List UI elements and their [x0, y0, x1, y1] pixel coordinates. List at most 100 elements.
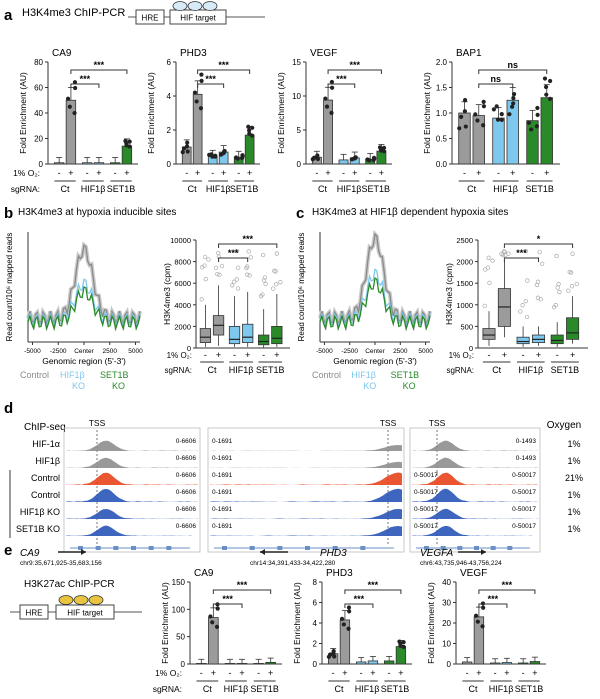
x-tick-label: 2500 [103, 348, 118, 355]
data-point [475, 619, 480, 624]
hre-box [135, 9, 165, 25]
significance-label: ns [508, 60, 519, 70]
o2-sign: + [211, 668, 216, 678]
data-point [127, 144, 132, 149]
data-point [199, 72, 204, 77]
outlier-point [556, 281, 561, 287]
significance-label: ns [491, 74, 502, 84]
data-point [494, 104, 499, 109]
bar [492, 117, 505, 165]
outlier-point [557, 289, 562, 295]
outlier-point [246, 249, 251, 254]
data-point [499, 117, 504, 123]
significance-bracket [344, 589, 402, 594]
outlier-point [523, 298, 528, 304]
o2-sign: + [370, 668, 375, 678]
outlier-point [534, 282, 540, 288]
outlier-point [506, 251, 511, 256]
data-point [215, 606, 220, 611]
outlier-point [231, 279, 237, 284]
y-tick-label: 2 [313, 640, 318, 649]
gene-exon [95, 546, 101, 550]
o2-sign: - [204, 350, 207, 360]
oxygen-value: 1% [567, 507, 580, 517]
gene-exon [507, 546, 513, 550]
box [242, 323, 254, 343]
significance-label: *** [336, 74, 347, 84]
data-point [329, 79, 335, 85]
chart-title: CA9 [194, 568, 214, 579]
control-trace [26, 241, 142, 333]
y-tick-label: 1500 [456, 279, 473, 288]
outlier-point [482, 303, 487, 309]
data-point [535, 112, 540, 117]
outlier-point [540, 261, 545, 266]
signal-track [66, 525, 198, 536]
significance-bracket [478, 83, 514, 88]
outlier-point [199, 297, 204, 302]
data-point [214, 624, 220, 629]
o2-sign: + [325, 168, 330, 178]
significance-bracket [70, 69, 128, 74]
o2-sign: - [58, 168, 61, 178]
tss-label: TSS [380, 418, 397, 428]
oxygen-label: Oxygen [547, 420, 581, 431]
data-point [511, 101, 516, 106]
y-tick-label: 0 [181, 660, 186, 669]
hif-target-box [55, 604, 115, 620]
o2-sign: - [531, 168, 534, 178]
gene-exon [277, 546, 283, 550]
hre-label: HRE [142, 14, 159, 23]
outlier-point [234, 248, 240, 254]
legend-label: KO [363, 381, 376, 391]
outlier-point [219, 263, 225, 269]
significance-label: *** [222, 594, 233, 604]
hre-box [19, 604, 49, 620]
y-tick-label: 0 [39, 160, 44, 169]
outlier-point [215, 271, 220, 277]
data-point [473, 613, 479, 618]
outlier-point [274, 251, 279, 256]
data-point [534, 124, 540, 129]
outlier-point [523, 248, 528, 254]
signal-track [412, 508, 538, 519]
track-label: HIF1β KO [20, 507, 60, 517]
panel-a-letter: a [4, 7, 13, 24]
y-tick-label: 0.5 [436, 135, 448, 144]
signal-track [66, 509, 198, 519]
significance-label: *** [228, 248, 239, 258]
legend-label: SET1B [391, 370, 420, 380]
data-point [328, 652, 333, 657]
signal-track [210, 445, 402, 451]
x-tick-label: Center [74, 348, 94, 355]
y-tick-label: 0 [469, 344, 473, 353]
outlier-point [554, 253, 559, 259]
gene-exon [424, 546, 429, 550]
data-point [233, 155, 239, 160]
data-point [208, 614, 213, 619]
outlier-point [574, 281, 579, 287]
significance-bracket [70, 83, 100, 88]
data-point [544, 92, 549, 97]
o2-sign: - [522, 350, 525, 360]
group-label: Ct [467, 184, 476, 194]
data-point [511, 96, 516, 101]
signal-track [412, 488, 538, 502]
chart-title: VEGF [460, 568, 487, 579]
data-point [547, 96, 553, 101]
significance-bracket [218, 257, 249, 262]
sgrna-row-label: sgRNA: [11, 184, 40, 194]
o2-sign: + [536, 350, 541, 360]
outlier-point [566, 288, 571, 293]
gene-name: CA9 [20, 548, 40, 559]
y-tick-label: 1.5 [436, 84, 448, 93]
chipseq-label: ChIP-seq [24, 422, 66, 433]
track-range: 0-6606 [176, 455, 197, 462]
oxygen-value: 1% [567, 524, 580, 534]
outlier-point [271, 286, 276, 291]
significance-label: *** [205, 74, 216, 84]
outlier-point [518, 309, 523, 314]
group-label: Ct [207, 365, 216, 375]
track-range: 0-50017 [512, 506, 536, 513]
data-point [73, 85, 78, 91]
